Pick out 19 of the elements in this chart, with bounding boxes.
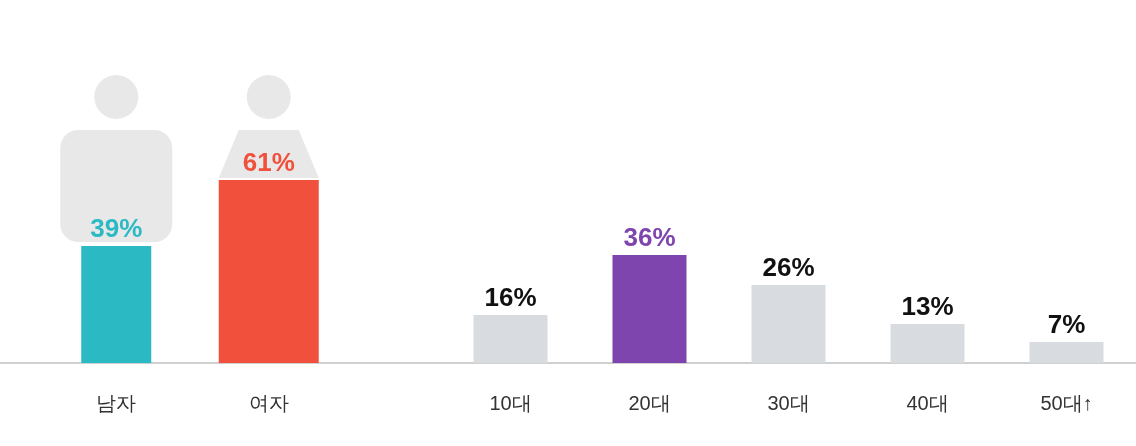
- data-label: 61%: [242, 147, 295, 177]
- x-tick-label: 10대: [489, 392, 532, 414]
- x-tick-label: 50대↑: [1040, 392, 1093, 414]
- data-label: 16%: [484, 282, 537, 312]
- bar: [1029, 342, 1104, 363]
- x-tick-label: 40대: [906, 392, 949, 414]
- data-label: 36%: [623, 222, 676, 252]
- bar: [612, 255, 687, 363]
- bar: [890, 324, 965, 363]
- x-tick-label: 남자: [96, 392, 137, 414]
- data-label: 39%: [90, 213, 143, 243]
- x-tick-label: 여자: [248, 392, 289, 414]
- bar: [751, 285, 826, 363]
- x-tick-label: 20대: [628, 392, 671, 414]
- bar: [473, 315, 548, 363]
- data-label: 7%: [1047, 309, 1086, 339]
- data-label: 26%: [762, 252, 815, 282]
- data-label: 13%: [901, 291, 954, 321]
- x-tick-label: 30대: [767, 392, 810, 414]
